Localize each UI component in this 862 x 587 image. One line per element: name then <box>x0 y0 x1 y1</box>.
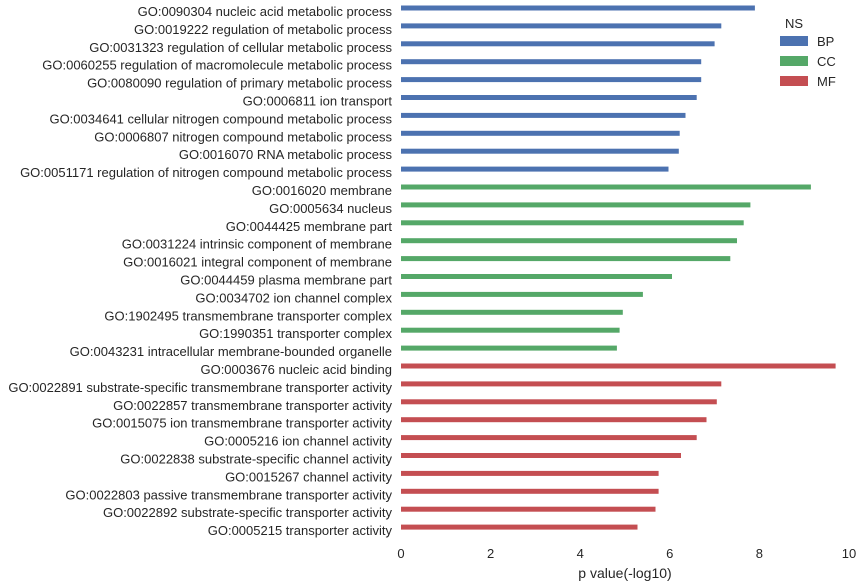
bar-go-0015075 <box>401 417 707 423</box>
category-label: GO:0060255 regulation of macromolecule m… <box>42 58 392 73</box>
bar-go-0016021 <box>401 256 731 262</box>
category-label: GO:0022857 transmembrane transporter act… <box>113 398 392 413</box>
category-label: GO:0003676 nucleic acid binding <box>200 362 392 377</box>
bar-go-0022803 <box>401 488 659 494</box>
category-label: GO:0006807 nitrogen compound metabolic p… <box>94 129 392 144</box>
bar-go-0022891 <box>401 381 722 387</box>
category-label: GO:0051171 regulation of nitrogen compou… <box>20 165 392 180</box>
category-label: GO:0006811 ion transport <box>243 94 393 109</box>
bar-go-0016020 <box>401 184 811 190</box>
legend-label-mf: MF <box>817 74 836 89</box>
category-label: GO:0022892 substrate-specific transporte… <box>103 505 393 520</box>
bar-go-0006811 <box>401 95 697 100</box>
category-label: GO:0044459 plasma membrane part <box>180 273 392 288</box>
category-label: GO:0022803 passive transmembrane transpo… <box>65 487 392 502</box>
legend-swatch-mf <box>780 76 808 86</box>
bar-go-0005634 <box>401 202 751 208</box>
category-label: GO:0016021 integral component of membran… <box>123 255 392 270</box>
bar-go-1990351 <box>401 327 620 333</box>
x-axis-ticks: 0 2 4 6 8 10 <box>397 546 856 561</box>
category-label: GO:0016070 RNA metabolic process <box>179 147 393 162</box>
bar-go-0016070 <box>401 148 679 154</box>
category-label: GO:0022891 substrate-specific transmembr… <box>8 380 392 395</box>
category-label: GO:1990351 transporter complex <box>199 326 392 341</box>
legend: NS BP CC MF <box>780 16 836 89</box>
category-label: GO:0015075 ion transmembrane transporter… <box>92 416 392 431</box>
category-label: GO:0019222 regulation of metabolic proce… <box>134 22 392 37</box>
x-tick-label: 4 <box>577 546 584 561</box>
legend-label-bp: BP <box>817 34 834 49</box>
bar-go-0080090 <box>401 77 702 83</box>
category-label: GO:0043231 intracellular membrane-bounde… <box>70 344 392 359</box>
category-labels: GO:0090304 nucleic acid metabolic proces… <box>8 4 392 538</box>
bar-go-0005216 <box>401 435 697 441</box>
category-label: GO:0022838 substrate-specific channel ac… <box>120 452 392 467</box>
category-label: GO:0034641 cellular nitrogen compound me… <box>49 111 392 126</box>
bar-go-0051171 <box>401 166 669 172</box>
bar-go-0090304 <box>401 5 755 11</box>
category-label: GO:0090304 nucleic acid metabolic proces… <box>138 4 393 19</box>
category-label: GO:0031224 intrinsic component of membra… <box>122 237 392 252</box>
bar-go-0003676 <box>401 363 836 369</box>
bar-go-0019222 <box>401 23 722 29</box>
bar-go-0015267 <box>401 470 659 476</box>
x-tick-label: 2 <box>487 546 494 561</box>
category-label: GO:0034702 ion channel complex <box>195 290 392 305</box>
bar-go-0060255 <box>401 59 702 65</box>
category-label: GO:0005634 nucleus <box>269 201 392 216</box>
x-tick-label: 0 <box>397 546 404 561</box>
legend-swatch-bp <box>780 36 808 46</box>
x-tick-label: 6 <box>666 546 673 561</box>
category-label: GO:0031323 regulation of cellular metabo… <box>89 40 392 55</box>
bar-go-0034702 <box>401 291 643 297</box>
category-label: GO:0080090 regulation of primary metabol… <box>87 76 392 91</box>
bar-go-0044425 <box>401 220 744 226</box>
legend-swatch-cc <box>780 56 808 66</box>
bar-go-1902495 <box>401 309 623 315</box>
category-label: GO:0015267 channel activity <box>225 469 392 484</box>
category-label: GO:0044425 membrane part <box>226 219 393 234</box>
bar-go-0031323 <box>401 41 715 47</box>
x-axis-label: p value(-log10) <box>578 565 671 581</box>
legend-label-cc: CC <box>817 54 836 69</box>
category-label: GO:0005216 ion channel activity <box>204 434 392 449</box>
bar-go-0022892 <box>401 506 656 512</box>
bar-go-0044459 <box>401 274 672 279</box>
legend-title: NS <box>785 16 803 31</box>
bars-group <box>401 5 836 530</box>
category-label: GO:0016020 membrane <box>252 183 392 198</box>
category-label: GO:0005215 transporter activity <box>208 523 393 538</box>
bar-go-0031224 <box>401 238 737 244</box>
bar-go-0034641 <box>401 112 686 118</box>
x-tick-label: 10 <box>842 546 856 561</box>
bar-go-0043231 <box>401 345 617 351</box>
bar-go-0006807 <box>401 130 680 136</box>
bar-go-0022838 <box>401 453 681 458</box>
x-tick-label: 8 <box>756 546 763 561</box>
bar-go-0005215 <box>401 524 638 530</box>
bar-go-0022857 <box>401 399 717 405</box>
category-label: GO:1902495 transmembrane transporter com… <box>104 308 392 323</box>
